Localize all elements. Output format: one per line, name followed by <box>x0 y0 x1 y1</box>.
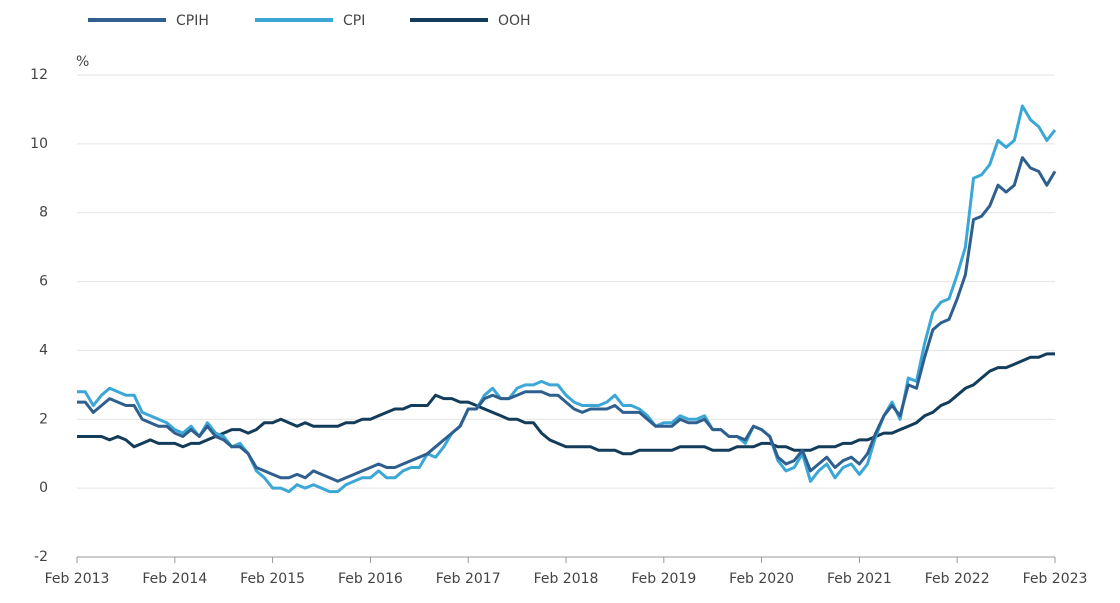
x-tick-label: Feb 2016 <box>338 571 403 587</box>
y-tick-label: -2 <box>34 549 48 565</box>
x-tick-label: Feb 2021 <box>827 571 892 587</box>
series-line <box>77 352 1055 456</box>
series-line <box>77 156 1057 483</box>
legend-label: OOH <box>498 13 531 29</box>
y-tick-label: 0 <box>39 480 48 496</box>
x-tick-label: Feb 2019 <box>631 571 696 587</box>
y-tick-label: 8 <box>39 205 48 221</box>
x-tick-label: Feb 2018 <box>534 571 599 587</box>
y-tick-label: 4 <box>39 342 48 358</box>
x-tick-label: Feb 2020 <box>729 571 794 587</box>
y-tick-label: 10 <box>30 136 48 152</box>
x-tick-label: Feb 2023 <box>1023 571 1088 587</box>
x-tick-label: Feb 2022 <box>925 571 990 587</box>
legend-label: CPIH <box>176 13 209 29</box>
x-tick-label: Feb 2013 <box>45 571 110 587</box>
x-tick-label: Feb 2015 <box>240 571 305 587</box>
y-tick-label: 2 <box>39 411 48 427</box>
legend-label: CPI <box>343 13 365 29</box>
x-tick-label: Feb 2017 <box>436 571 501 587</box>
series-line <box>77 104 1057 494</box>
y-tick-label: 6 <box>39 274 48 290</box>
x-tick-label: Feb 2014 <box>142 571 207 587</box>
y-unit: % <box>76 54 89 70</box>
y-tick-label: 12 <box>30 67 48 83</box>
